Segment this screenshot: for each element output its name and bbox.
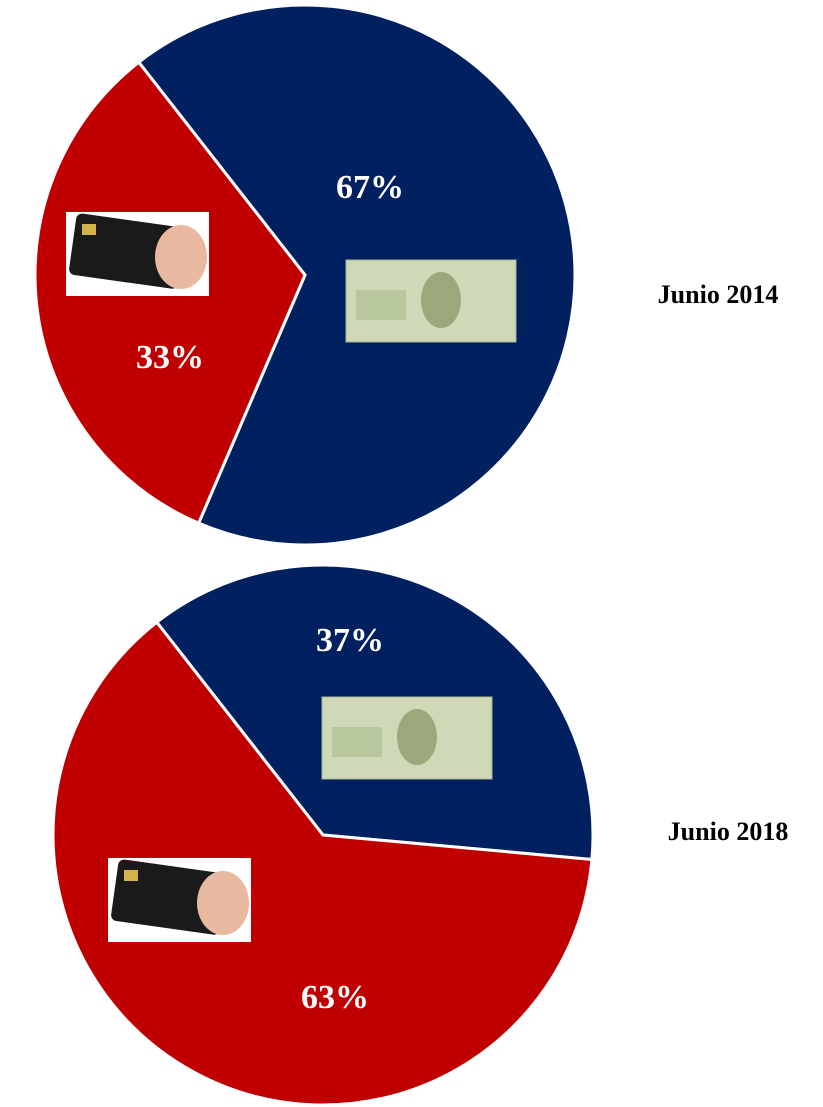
card-icon [111, 859, 228, 935]
card-icon [69, 213, 186, 289]
banknote-band [356, 290, 406, 320]
card-chip [124, 870, 138, 881]
banknote-portrait [421, 272, 461, 328]
slice-label: 67% [336, 169, 404, 206]
banknote-band [332, 727, 382, 757]
hand-icon [155, 225, 207, 289]
pie-slice [51, 620, 594, 1107]
slice-label: 33% [136, 339, 204, 376]
banknote-portrait [397, 709, 437, 765]
slice-label: 37% [316, 622, 384, 659]
card-chip [82, 224, 96, 235]
hand-icon [197, 871, 249, 935]
chart-title: Junio 2014 [658, 280, 779, 309]
slice-label: 63% [301, 979, 369, 1016]
chart-title: Junio 2018 [668, 817, 789, 846]
